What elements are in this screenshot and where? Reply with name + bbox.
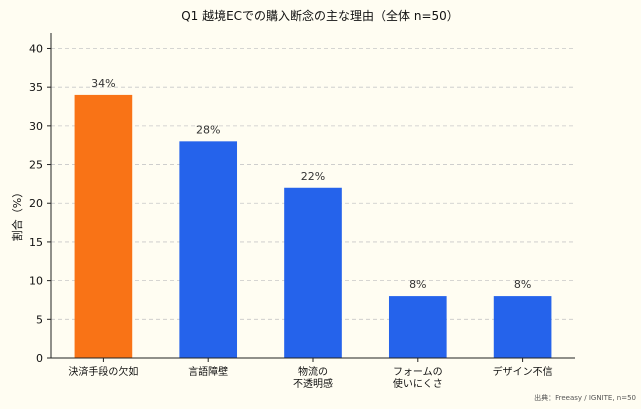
- x-tick-label: 物流の不透明感: [293, 365, 333, 390]
- y-tick-label: 5: [36, 313, 43, 326]
- y-tick-label: 20: [29, 197, 43, 210]
- data-label: 22%: [301, 170, 325, 183]
- bar-4: [388, 296, 447, 358]
- x-tick-label: 決済手段の欠如: [68, 365, 138, 378]
- bar-2: [179, 141, 238, 358]
- chart-title: Q1 越境ECでの購入断念の主な理由（全体 n=50）: [181, 8, 459, 23]
- bars: [74, 94, 552, 359]
- data-labels: 34% 28% 22% 8% 8%: [91, 77, 531, 291]
- y-tick-label: 35: [29, 81, 43, 94]
- x-tick-label: デザイン不信: [493, 365, 553, 378]
- source-note: 出典：Freeasy / IGNITE, n=50: [534, 393, 636, 402]
- x-tick-label: フォームの使いにくさ: [393, 366, 443, 390]
- y-tick-label: 30: [29, 120, 43, 133]
- bar-1: [74, 94, 133, 359]
- bar-5: [493, 296, 552, 358]
- y-tick-label: 15: [29, 236, 43, 249]
- x-tick-label: 言語障壁: [188, 365, 228, 378]
- data-label: 34%: [91, 77, 115, 90]
- y-tick-label: 40: [29, 42, 43, 55]
- data-label: 8%: [409, 278, 426, 291]
- y-tick-label: 0: [36, 352, 43, 365]
- y-tick-label: 10: [29, 275, 43, 288]
- bar-3: [284, 187, 342, 358]
- data-label: 8%: [514, 278, 531, 291]
- y-tick-label: 25: [29, 159, 43, 172]
- axes: 0 5 10 15 20 25 30 35 40 決済手段の欠如 言語障壁 物流の不透明感 フォームの使…: [29, 33, 575, 390]
- y-axis-label: 割合（%）: [10, 187, 24, 241]
- data-label: 28%: [196, 123, 220, 136]
